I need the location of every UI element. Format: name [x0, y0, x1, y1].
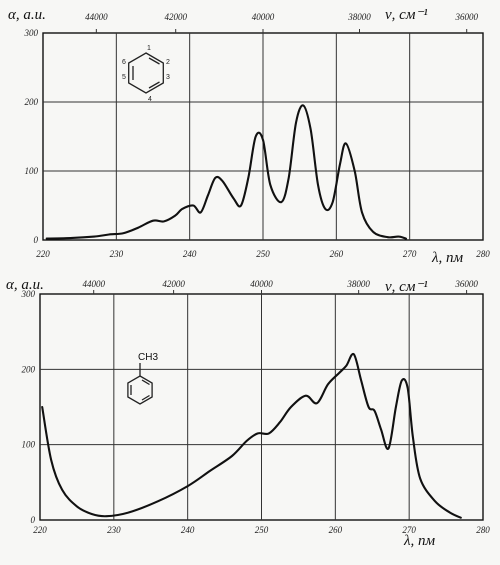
y-axis-label: α, a.u. [8, 7, 46, 23]
x-tick-label: 240 [181, 525, 195, 535]
top-tick-label: 44000 [82, 279, 105, 289]
top-axis-label: ν, cм⁻¹ [385, 7, 428, 23]
top-tick-label: 44000 [85, 12, 108, 22]
top-tick-label: 38000 [346, 279, 370, 289]
x-tick-label: 250 [255, 525, 269, 535]
y-tick-label: 300 [24, 28, 39, 38]
atom-number-2: 2 [166, 59, 170, 66]
atom-number-4: 4 [148, 96, 152, 103]
atom-number-6: 6 [122, 59, 126, 66]
x-tick-label: 260 [330, 249, 344, 259]
y-tick-label: 100 [22, 440, 36, 450]
x-axis-label: λ, nм [431, 250, 463, 266]
x-tick-label: 270 [402, 525, 416, 535]
y-tick-label: 0 [34, 235, 39, 245]
absorption-curve [41, 352, 462, 519]
plot-grid [39, 293, 484, 521]
benzene-absorption-chart: α, a.u. ν, cм⁻¹ λ, nм 220 230 240 250 260 270… [8, 7, 491, 266]
x-tick-label: 280 [476, 249, 490, 259]
top-tick-label: 36000 [454, 12, 478, 22]
plot-grid [42, 32, 484, 241]
x-tick-label: 220 [33, 525, 47, 535]
x-tick-label: 230 [107, 525, 121, 535]
top-tick-label: 42000 [164, 12, 187, 22]
top-tick-label: 36000 [454, 279, 478, 289]
absorption-curve [45, 104, 408, 240]
x-tick-label: 280 [476, 525, 490, 535]
atom-number-3: 3 [166, 74, 170, 81]
plot-marks: 220 230 240 250 260 270 280 0 100 200 300 44000 4200… [21, 279, 491, 535]
top-tick-label: 40000 [252, 12, 275, 22]
x-tick-label: 250 [256, 249, 270, 259]
methyl-group-label: CH3 [138, 352, 158, 363]
y-tick-label: 0 [31, 515, 36, 525]
x-tick-label: 240 [183, 249, 197, 259]
y-tick-label: 200 [22, 364, 36, 374]
top-tick-label: 38000 [347, 12, 371, 22]
x-tick-label: 260 [329, 525, 343, 535]
toluene-absorption-chart: α, a.u. ν, cм⁻¹ λ, nм 220 230 240 250 260 270… [6, 277, 491, 549]
y-axis-label: α, a.u. [6, 277, 44, 293]
benzene-molecule-diagram: 1 2 3 4 5 6 [122, 45, 170, 103]
top-tick-label: 42000 [162, 279, 185, 289]
top-tick-label: 40000 [250, 279, 273, 289]
x-tick-label: 220 [36, 249, 50, 259]
x-tick-label: 230 [110, 249, 124, 259]
plot-marks: 220 230 240 250 260 270 280 0 100 200 300 44000 4200… [24, 12, 491, 259]
y-tick-label: 100 [25, 166, 39, 176]
y-tick-label: 300 [21, 289, 36, 299]
toluene-molecule-diagram: CH3 [127, 352, 158, 405]
y-tick-label: 200 [25, 97, 39, 107]
x-axis-label: λ, nм [403, 533, 435, 549]
top-axis-label: ν, cм⁻¹ [385, 279, 428, 295]
x-tick-label: 270 [403, 249, 417, 259]
atom-number-1: 1 [147, 45, 151, 52]
atom-number-5: 5 [122, 74, 126, 81]
